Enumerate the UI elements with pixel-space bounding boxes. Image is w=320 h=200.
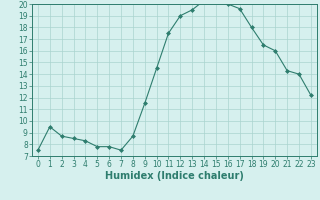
X-axis label: Humidex (Indice chaleur): Humidex (Indice chaleur) [105,171,244,181]
